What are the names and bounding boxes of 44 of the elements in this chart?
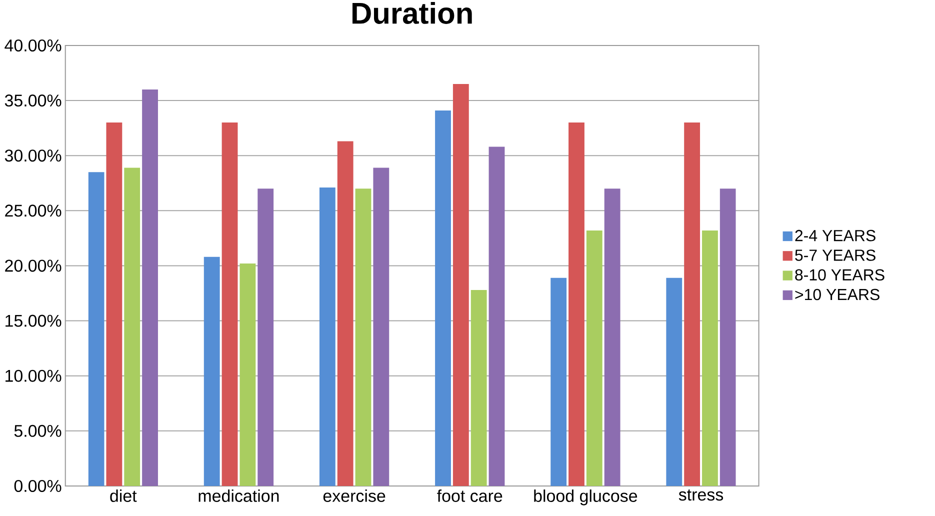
bar bbox=[204, 257, 220, 486]
y-tick-label: 5.00% bbox=[14, 424, 62, 438]
bar bbox=[142, 90, 158, 486]
bar bbox=[222, 122, 238, 486]
y-tick-label: 30.00% bbox=[4, 150, 62, 162]
x-tick-label: medication bbox=[198, 490, 279, 502]
x-tick-label: stress bbox=[678, 490, 724, 501]
y-tick-label: 15.00% bbox=[6, 314, 62, 327]
y-tick-label: 0.00% bbox=[14, 480, 62, 492]
bar bbox=[488, 146, 505, 486]
x-tick-label: blood glucose bbox=[534, 490, 638, 506]
bar bbox=[666, 278, 682, 486]
y-tick-label: 10.00% bbox=[6, 370, 62, 382]
chart-title: Duration bbox=[352, 2, 472, 24]
bar bbox=[550, 278, 567, 486]
bar bbox=[702, 230, 718, 486]
bar bbox=[452, 84, 469, 486]
bar bbox=[720, 188, 736, 486]
x-tick-label: foot care bbox=[437, 490, 502, 502]
y-tick-label: 25.00% bbox=[5, 204, 62, 217]
bar bbox=[106, 122, 122, 486]
bar bbox=[604, 188, 620, 486]
y-tick-label: 35.00% bbox=[4, 94, 62, 107]
x-tick-label: diet bbox=[110, 490, 137, 502]
y-tick-label: 20.00% bbox=[5, 260, 62, 272]
bar bbox=[586, 230, 602, 486]
legend-label: >10 YEARS bbox=[795, 288, 880, 300]
bar bbox=[124, 168, 140, 486]
bar bbox=[319, 188, 336, 486]
x-tick-label: exercise bbox=[323, 490, 386, 502]
legend-label: 2-4 YEARS bbox=[795, 230, 876, 242]
bar bbox=[470, 290, 487, 486]
bar bbox=[435, 110, 451, 486]
legend-label: 5-7 YEARS bbox=[795, 250, 876, 261]
bar bbox=[373, 168, 390, 486]
y-tick-label: 40.00% bbox=[4, 40, 62, 52]
bar bbox=[355, 188, 372, 486]
bar bbox=[88, 172, 104, 486]
bar bbox=[568, 122, 584, 486]
bar bbox=[240, 264, 256, 486]
bar bbox=[258, 188, 274, 486]
bar bbox=[337, 141, 354, 486]
bar bbox=[684, 122, 700, 486]
legend-label: 8-10 YEARS bbox=[795, 269, 884, 281]
